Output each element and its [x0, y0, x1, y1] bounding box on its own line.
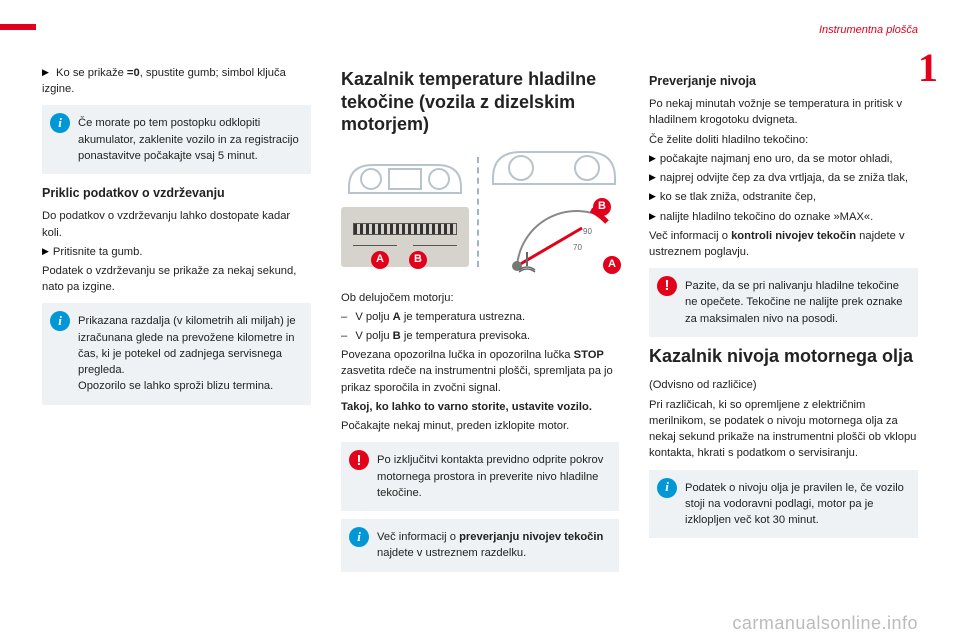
accent-tab — [0, 24, 36, 30]
note-text: Več informacij o preverjanju nivojev tek… — [377, 531, 603, 559]
para: Podatek o vzdrževanju se prikaže za neka… — [42, 263, 311, 295]
info-note: i Več informacij o preverjanju nivojev t… — [341, 519, 619, 571]
column-3: Preverjanje nivoja Po nekaj minutah vožn… — [649, 62, 918, 580]
para: Počakajte nekaj minut, preden izklopite … — [341, 418, 619, 434]
lcd-panel: A B — [341, 207, 469, 267]
para-bold: Takoj, ko lahko to varno storite, ustavi… — [341, 399, 619, 415]
column-2: Kazalnik temperature hladilne tekočine (… — [341, 62, 619, 580]
page-number: 1 — [918, 44, 938, 91]
para: Če želite doliti hladilno tekočino: — [649, 132, 918, 148]
note-text: Prikazana razdalja (v kilometrih ali mil… — [78, 315, 296, 392]
para: Več informacij o kontroli nivojev tekoči… — [649, 228, 918, 260]
marker-a: A — [371, 251, 389, 269]
note-text: Podatek o nivoju olja je pravilen le, če… — [685, 482, 904, 526]
bold: B — [393, 330, 401, 342]
warning-note: ! Po izključitvi kontakta previdno odpri… — [341, 442, 619, 511]
bold: Takoj, ko lahko to varno storite, ustavi… — [341, 401, 592, 413]
para: Po nekaj minutah vožnje se temperatura i… — [649, 96, 918, 128]
temp-gauge: 90 70 B A — [487, 196, 621, 278]
note-text: Če morate po tem postopku odklopiti akum… — [78, 117, 299, 161]
bullet-line: Pritisnite ta gumb. — [42, 244, 311, 260]
info-note: i Če morate po tem postopku odklopiti ak… — [42, 105, 311, 174]
heading: Kazalnik temperature hladilne tekočine (… — [341, 68, 619, 136]
bold: A — [393, 311, 401, 323]
para: Do podatkov o vzdrževanju lahko dostopat… — [42, 208, 311, 240]
heading: Kazalnik nivoja motornega olja — [649, 345, 918, 368]
columns: Ko se prikaže =0, spustite gumb; simbol … — [42, 62, 918, 580]
dash-line: V polju B je temperatura previsoka. — [341, 328, 619, 344]
para: Pri različicah, ki so opremljene z elekt… — [649, 397, 918, 462]
figure-gauge: 90 70 B A — [487, 146, 621, 278]
bold: preverjanju nivojev tekočin — [459, 531, 603, 543]
figure-lcd: A B — [341, 157, 469, 267]
para: (Odvisno od različice) — [649, 377, 918, 393]
watermark: carmanualsonline.info — [732, 613, 918, 634]
cluster-outline-icon — [341, 157, 469, 201]
cluster-outline-icon — [487, 146, 621, 190]
info-note: i Prikazana razdalja (v kilometrih ali m… — [42, 303, 311, 404]
text: zasvetita rdeče na instrumentni plošči, … — [341, 365, 613, 393]
text: je temperatura ustrezna. — [401, 311, 525, 323]
subheading: Priklic podatkov o vzdrževanju — [42, 184, 311, 202]
text: V polju — [355, 330, 392, 342]
warning-note: ! Pazite, da se pri nalivanju hladilne t… — [649, 268, 918, 337]
bold: kontroli nivojev tekočin — [731, 230, 856, 242]
text: Več informacij o — [649, 230, 731, 242]
bold: STOP — [574, 349, 604, 361]
note-text: Pazite, da se pri nalivanju hladilne tek… — [685, 280, 902, 324]
text: Povezana opozorilna lučka in opozorilna … — [341, 349, 574, 361]
column-1: Ko se prikaže =0, spustite gumb; simbol … — [42, 62, 311, 580]
text: Ko se prikaže — [56, 67, 127, 79]
bullet-line: počakajte najmanj eno uro, da se motor o… — [649, 151, 918, 167]
text: Več informacij o — [377, 531, 459, 543]
info-icon: i — [349, 527, 369, 547]
segment-bar — [353, 223, 457, 235]
range-arrows — [353, 241, 457, 251]
marker-b: B — [409, 251, 427, 269]
text: V polju — [355, 311, 392, 323]
warning-icon: ! — [657, 276, 677, 296]
info-icon: i — [50, 311, 70, 331]
tick-70: 70 — [573, 243, 582, 252]
coolant-figure: A B 90 — [341, 146, 619, 278]
info-icon: i — [50, 113, 70, 133]
para: Ob delujočem motorju: — [341, 290, 619, 306]
info-note: i Podatek o nivoju olja je pravilen le, … — [649, 470, 918, 539]
bullet-line: ko se tlak zniža, odstranite čep, — [649, 189, 918, 205]
para: Povezana opozorilna lučka in opozorilna … — [341, 347, 619, 396]
bullet-line: nalijte hladilno tekočino do oznake »MAX… — [649, 209, 918, 225]
dash-line: V polju A je temperatura ustrezna. — [341, 309, 619, 325]
warning-icon: ! — [349, 450, 369, 470]
subheading: Preverjanje nivoja — [649, 72, 918, 90]
figure-divider — [477, 157, 479, 267]
running-head: Instrumentna plošča — [819, 24, 918, 36]
text: je temperatura previsoka. — [401, 330, 530, 342]
bullet-line: Ko se prikaže =0, spustite gumb; simbol … — [42, 65, 311, 97]
marker-a: A — [603, 256, 621, 274]
text: najdete v ustreznem razdelku. — [377, 547, 526, 559]
note-text: Po izključitvi kontakta previdno odprite… — [377, 454, 603, 498]
marker-b: B — [593, 198, 611, 216]
tick-90: 90 — [583, 227, 592, 236]
info-icon: i — [657, 478, 677, 498]
bullet-line: najprej odvijte čep za dva vrtljaja, da … — [649, 170, 918, 186]
bold: =0 — [127, 67, 140, 79]
manual-page: Instrumentna plošča 1 carmanualsonline.i… — [0, 0, 960, 640]
